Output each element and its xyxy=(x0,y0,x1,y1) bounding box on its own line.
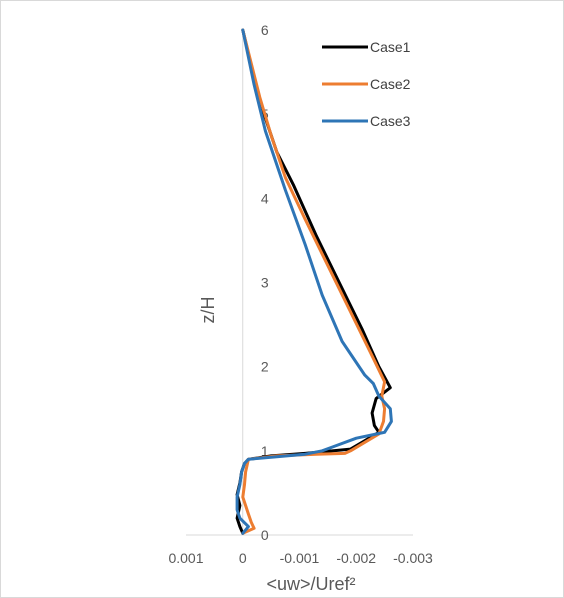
x-tick-label: -0.002 xyxy=(336,550,376,566)
series-line-case3 xyxy=(235,28,393,535)
series-lines xyxy=(235,28,393,535)
legend-label-case3: Case3 xyxy=(370,113,411,129)
y-tick-label: 1 xyxy=(261,443,269,459)
y-tick-label: 3 xyxy=(261,275,269,291)
x-tick-labels: 0.001 0 -0.001 -0.002 -0.003 xyxy=(168,550,433,566)
legend: Case1 Case2 Case3 xyxy=(322,39,411,129)
y-tick-label: 6 xyxy=(261,22,269,38)
x-tick-label: 0.001 xyxy=(168,550,203,566)
y-tick-label: 2 xyxy=(261,359,269,375)
x-tick-label: -0.001 xyxy=(280,550,320,566)
x-tick-label: -0.003 xyxy=(393,550,433,566)
y-axis-title: z/H xyxy=(198,297,218,324)
legend-label-case1: Case1 xyxy=(370,39,411,55)
series-line-case2 xyxy=(241,28,387,535)
y-tick-label: 0 xyxy=(261,527,269,543)
x-tick-label: 0 xyxy=(239,550,247,566)
y-tick-label: 4 xyxy=(261,190,269,206)
x-axis-title: <uw>/Uref² xyxy=(266,574,355,594)
legend-label-case2: Case2 xyxy=(370,76,411,92)
axes xyxy=(186,30,413,536)
